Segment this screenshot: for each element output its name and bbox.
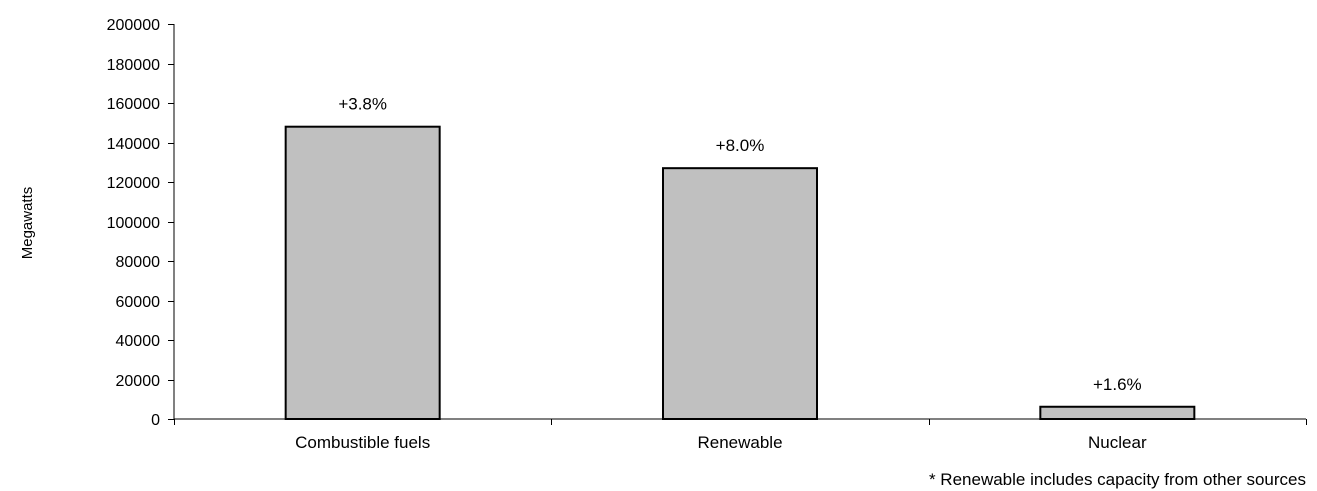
data-label: +8.0%	[716, 136, 765, 155]
y-tick-label: 120000	[107, 175, 160, 192]
x-tick-label: Renewable	[697, 433, 782, 452]
y-tick-label: 60000	[116, 294, 161, 311]
plot-area: 0 20000 40000 60000 80000 100000 120000 140000 1…	[107, 17, 1307, 452]
bar	[284, 125, 441, 420]
x-tick-label: Nuclear	[1088, 433, 1147, 452]
data-label: +1.6%	[1093, 375, 1142, 394]
y-tick-label: 160000	[107, 96, 160, 113]
data-label: +3.8%	[338, 95, 387, 114]
bar	[662, 167, 818, 420]
y-tick-label: 200000	[107, 17, 160, 34]
y-tick-label: 40000	[116, 333, 161, 350]
y-tick-label: 140000	[107, 136, 160, 153]
y-tick-label: 100000	[107, 215, 160, 232]
y-tick-label: 180000	[107, 57, 160, 74]
y-axis-title: Megawatts	[19, 187, 36, 260]
y-tick-label: 20000	[116, 373, 161, 390]
footnote: * Renewable includes capacity from other…	[929, 470, 1306, 489]
bar	[1039, 405, 1196, 421]
y-tick-label: 0	[151, 412, 160, 429]
x-tick-label: Combustible fuels	[295, 433, 430, 452]
y-tick-label: 80000	[116, 254, 161, 271]
